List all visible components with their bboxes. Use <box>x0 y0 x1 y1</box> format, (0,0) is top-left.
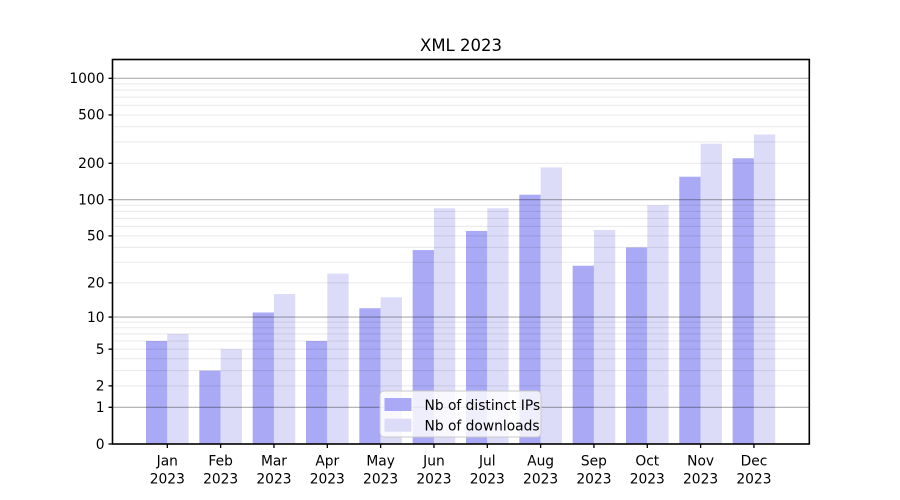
bar-ips-sep <box>572 265 594 444</box>
bar-downloads-sep <box>593 229 616 444</box>
x-tick-label-year: 2023 <box>683 472 718 488</box>
y-tick-label: 100 <box>78 193 104 209</box>
x-tick-label-year: 2023 <box>256 472 291 488</box>
x-tick-label-year: 2023 <box>523 472 558 488</box>
x-tick-label-year: 2023 <box>310 472 345 488</box>
bar-downloads-feb <box>220 349 242 444</box>
x-tick-label-month-aug: Aug <box>527 454 554 470</box>
y-tick-label: 500 <box>78 108 104 124</box>
x-tick-label-month-sep: Sep <box>581 454 607 470</box>
y-tick-label: 1 <box>96 400 105 416</box>
x-tick-label-month-oct: Oct <box>635 454 659 470</box>
x-tick-label-month-jun: Jun <box>422 454 445 470</box>
x-tick-label-year: 2023 <box>736 472 771 488</box>
bar-downloads-mar <box>273 294 296 444</box>
x-tick-label-year: 2023 <box>470 472 505 488</box>
bar-ips-mar <box>252 312 274 444</box>
bar-ips-aug <box>519 194 541 444</box>
y-tick-label: 0 <box>96 437 105 453</box>
legend-label-downloads: Nb of downloads <box>425 419 540 435</box>
bar-downloads-jul <box>487 208 509 444</box>
x-tick-label-month-may: May <box>366 454 395 470</box>
y-tick-label: 20 <box>87 276 105 292</box>
bar-ips-dec <box>732 158 754 444</box>
y-tick-label: 10 <box>87 310 105 326</box>
y-tick-label: 1000 <box>69 71 104 87</box>
x-tick-label-year: 2023 <box>576 472 611 488</box>
x-tick-label-year: 2023 <box>203 472 238 488</box>
bar-downloads-jun <box>433 208 456 444</box>
x-tick-label-month-apr: Apr <box>315 454 339 470</box>
bar-downloads-aug <box>540 167 562 444</box>
bar-downloads-oct <box>647 205 669 444</box>
x-tick-label-year: 2023 <box>630 472 665 488</box>
legend-swatch-downloads <box>384 418 412 432</box>
bar-downloads-apr <box>327 273 349 444</box>
legend-box <box>379 390 542 438</box>
y-tick-label: 5 <box>96 342 105 358</box>
chart-title: XML 2023 <box>420 36 502 55</box>
bar-ips-may <box>359 308 381 444</box>
x-tick-label-year: 2023 <box>416 472 451 488</box>
bar-ips-feb <box>199 370 221 444</box>
x-tick-label-month-jan: Jan <box>156 454 178 470</box>
bar-downloads-dec <box>753 134 776 445</box>
plot-border <box>111 58 811 445</box>
x-tick-label-month-dec: Dec <box>741 454 768 470</box>
y-tick-label: 50 <box>87 229 105 245</box>
bar-downloads-jan <box>167 333 189 444</box>
x-tick-label-year: 2023 <box>363 472 398 488</box>
x-tick-label-month-jul: Jul <box>478 454 496 470</box>
bar-ips-jan <box>146 341 168 444</box>
y-tick-label: 200 <box>78 156 104 172</box>
x-tick-label-month-feb: Feb <box>208 454 232 470</box>
legend: Nb of distinct IPs Nb of downloads <box>379 390 542 438</box>
bar-downloads-nov <box>700 143 722 444</box>
x-tick-label-month-mar: Mar <box>261 454 287 470</box>
y-axis: 0 1 2 5 10 20 50 100 200 500 1000 <box>69 71 113 453</box>
bar-ips-apr <box>305 341 328 444</box>
legend-label-ips: Nb of distinct IPs <box>425 398 541 414</box>
gridlines <box>112 77 810 408</box>
x-tick-label-year: 2023 <box>150 472 185 488</box>
bar-ips-nov <box>679 176 701 444</box>
y-tick-label: 2 <box>96 379 105 395</box>
bar-ips-oct <box>625 247 648 444</box>
x-axis: Jan 2023 Feb 2023 Mar 2023 Apr 2023 May 2023 Jun 20… <box>150 444 771 488</box>
x-tick-label-month-nov: Nov <box>687 454 714 470</box>
legend-swatch-ips <box>384 398 412 411</box>
